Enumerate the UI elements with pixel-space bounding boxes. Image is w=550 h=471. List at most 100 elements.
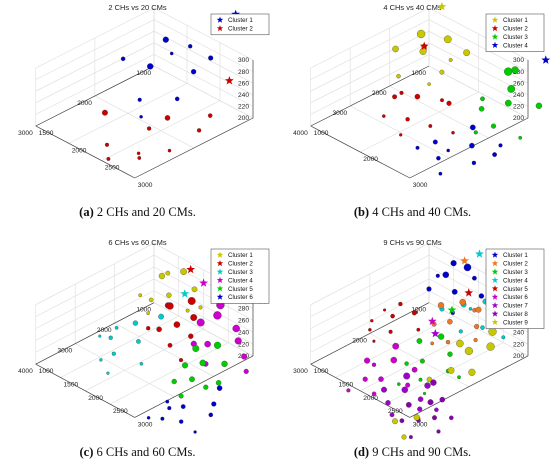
wall-gridline (153, 302, 254, 357)
cluster-member-point (399, 133, 403, 137)
legend-star-icon (216, 16, 224, 23)
cluster-member-point (437, 333, 445, 340)
y-tick-label: 2500 (388, 408, 403, 415)
wall-gridline (35, 42, 155, 104)
cluster-member-point (413, 414, 420, 421)
legend-star-icon (216, 276, 224, 283)
wall-gridline (35, 7, 155, 69)
cluster-member-point (405, 117, 410, 122)
cluster-member-point (167, 342, 173, 348)
cluster-member-point (414, 93, 421, 100)
cluster-member-point (136, 151, 141, 156)
caption-a-label: (a) (79, 205, 94, 219)
caption-c-text: 6 CHs and 60 CMs. (96, 445, 196, 459)
cluster-member-point (111, 351, 116, 356)
cluster-member-point (234, 337, 242, 345)
cluster-head-star (447, 305, 457, 314)
cluster-member-point (511, 66, 519, 74)
legend-label: Cluster 2 (503, 261, 528, 268)
y-tick-label: 1500 (64, 381, 79, 388)
cluster-member-point (411, 310, 417, 316)
cluster-member-point (504, 67, 513, 76)
cluster-member-point (463, 263, 472, 272)
cluster-member-point (471, 160, 477, 166)
cluster-member-point (396, 73, 401, 79)
legend-label: Cluster 6 (503, 294, 528, 301)
cluster-member-point (383, 308, 387, 312)
y-axis-line (134, 355, 254, 418)
cluster-head-star (460, 256, 469, 265)
z-tick-label: 240 (238, 92, 249, 99)
cluster-member-point (464, 346, 473, 356)
cluster-member-point (106, 156, 111, 161)
cluster-member-point (463, 49, 470, 57)
wall-gridline (35, 242, 155, 305)
legend-label: Cluster 6 (228, 294, 253, 301)
cluster-member-point (450, 260, 457, 267)
wall-gridline (35, 19, 155, 80)
cluster-member-point (179, 419, 184, 424)
wall-gridline (35, 290, 155, 353)
cluster-member-point (518, 135, 523, 140)
y-axis-line (409, 355, 529, 418)
cluster-member-point (371, 362, 377, 367)
cluster-head-star (186, 264, 195, 274)
z-tick-label: 200 (513, 353, 524, 360)
cluster-member-point (426, 376, 433, 383)
cluster-member-point (427, 82, 431, 86)
cluster-member-point (430, 379, 437, 386)
cluster-member-point (426, 286, 432, 292)
scatter3d-chart-c: 1000200030004000100015002000250030002002… (18, 235, 270, 434)
floor-front-edge (35, 363, 135, 418)
cluster-member-point (167, 406, 172, 411)
cluster-member-point (208, 412, 214, 418)
cluster-member-point (371, 391, 377, 397)
z-tick-label: 220 (513, 341, 524, 348)
cluster-member-point (418, 377, 423, 382)
legend-label: Cluster 4 (503, 42, 528, 49)
cluster-member-point (439, 396, 446, 403)
cluster-member-point (385, 400, 391, 406)
cluster-member-point (392, 418, 398, 425)
cluster-member-point (196, 128, 202, 133)
cluster-member-point (445, 339, 451, 345)
subplot-a: 1000 2000 3000 1500 2000 2500 3000 200 220 240 260… (0, 0, 275, 235)
cluster-member-point (139, 362, 144, 366)
cluster-member-point (174, 96, 180, 102)
caption-a-text: 2 CHs and 20 CMs. (96, 205, 196, 219)
cluster-member-point (447, 367, 455, 374)
cluster-member-point (401, 386, 409, 394)
cluster-member-point (416, 327, 421, 332)
wall-gridline (428, 65, 529, 119)
z-tick-label: 260 (238, 317, 249, 324)
wall-gridline (310, 266, 430, 329)
x-tick-label: 1000 (136, 307, 151, 314)
wall-gridline (35, 30, 155, 92)
cluster-member-point (165, 399, 170, 404)
cluster-member-point (166, 302, 174, 310)
cluster-head-star (180, 289, 190, 298)
caption-b: (b) 4 CHs and 40 CMs. (275, 205, 550, 220)
cluster-member-point (451, 130, 455, 135)
legend-label: Cluster 1 (228, 17, 253, 24)
chart-title: 9 CHs vs 90 CMs (383, 238, 442, 247)
cluster-member-point (189, 376, 195, 383)
legend-label: Cluster 2 (503, 26, 528, 33)
y-tick-label: 2000 (88, 395, 103, 402)
cluster-member-point (381, 386, 387, 393)
cluster-member-point (432, 139, 438, 145)
cluster-member-point (198, 305, 203, 310)
z-tick-label: 300 (238, 57, 249, 64)
cluster-head-star (225, 76, 234, 85)
wall-gridline (310, 242, 430, 305)
cluster-member-point (473, 337, 478, 343)
cluster-member-point (191, 286, 198, 293)
x-tick-label: 4000 (293, 130, 308, 137)
cluster-member-point (419, 358, 425, 364)
cluster-member-point (147, 63, 154, 70)
cluster-member-point (456, 339, 464, 348)
wall-gridline (310, 30, 430, 92)
x-axis-line (35, 65, 155, 127)
cluster-member-point (416, 29, 426, 39)
